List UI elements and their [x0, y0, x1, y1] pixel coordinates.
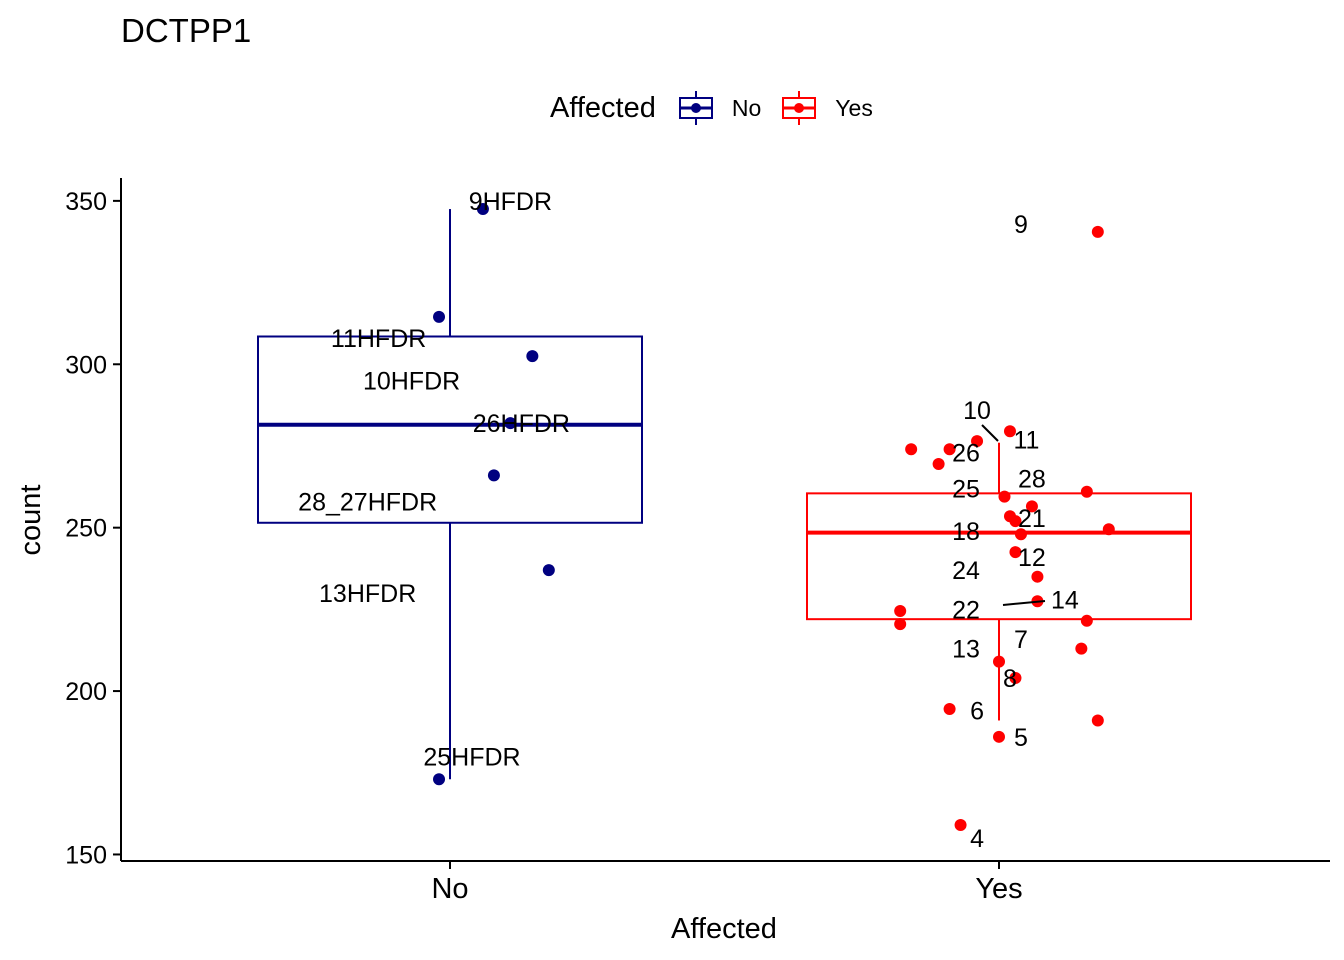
point-label: 10: [963, 397, 991, 425]
y-tick-label: 350: [65, 188, 107, 216]
point-label: 25HFDR: [423, 743, 520, 771]
point-label: 8: [1003, 665, 1017, 693]
point-label: 10HFDR: [363, 368, 460, 396]
x-axis-title: Affected: [671, 913, 777, 945]
data-point: [1080, 485, 1093, 498]
data-point: [905, 443, 918, 456]
data-point: [993, 655, 1005, 668]
point-label: 4: [970, 825, 984, 853]
data-point: [1014, 528, 1027, 541]
data-point: [932, 457, 945, 470]
y-tick-label: 150: [65, 841, 107, 869]
data-point: [476, 203, 489, 216]
chart-title: DCTPP1: [121, 12, 252, 49]
point-label: 5: [1014, 724, 1028, 752]
x-tick-label: No: [431, 873, 468, 905]
data-point: [487, 469, 500, 482]
point-label: 13: [952, 636, 980, 664]
data-point: [1102, 523, 1115, 536]
point-label: 28_27HFDR: [298, 489, 437, 517]
point-label: 11HFDR: [331, 325, 426, 353]
point-label: 11: [1013, 426, 1039, 454]
legend-title: Affected: [550, 91, 656, 124]
label-leader-line: [981, 424, 999, 442]
data-point: [1009, 671, 1022, 684]
point-label: 14: [1051, 587, 1079, 615]
data-point: [542, 564, 555, 577]
y-tick-label: 250: [65, 515, 107, 543]
y-tick-label: 300: [65, 351, 107, 379]
legend-key-no: [678, 91, 713, 125]
data-point: [894, 618, 907, 631]
data-point: [433, 310, 446, 323]
data-point: [504, 417, 517, 430]
point-label: 28: [1018, 466, 1046, 494]
point-label: 26HFDR: [473, 410, 570, 438]
label-leader-line: [1002, 600, 1046, 606]
legend-item-yes: Yes: [779, 88, 873, 128]
legend-label-no: No: [731, 94, 762, 121]
data-point: [1031, 570, 1044, 583]
point-label: 12: [1018, 544, 1046, 572]
point-label: 21: [1018, 505, 1046, 533]
point-label: 6: [970, 698, 984, 726]
point-label: 9: [1014, 211, 1028, 239]
point-label: 18: [952, 518, 980, 546]
point-label: 22: [952, 596, 980, 624]
data-point: [526, 350, 539, 363]
data-point: [894, 605, 907, 618]
legend: Affected No Yes: [550, 86, 891, 130]
box-no: [257, 335, 643, 524]
legend-item-no: No: [676, 88, 761, 128]
plot-area: 150 200 250 300 350 No Yes 9HFDR 11HFDR 10HFDR 26H…: [65, 178, 1330, 905]
point-label: 26: [952, 440, 980, 468]
data-point: [1009, 515, 1022, 528]
data-point: [1075, 642, 1088, 655]
data-point: [971, 435, 984, 448]
x-tick-label: Yes: [975, 873, 1022, 905]
y-axis-title: count: [15, 485, 47, 556]
data-point: [1003, 425, 1016, 438]
data-point: [1025, 500, 1038, 513]
point-label: 9HFDR: [469, 188, 552, 216]
data-point: [433, 773, 446, 786]
data-point: [1091, 225, 1104, 238]
y-tick-label: 200: [65, 678, 107, 706]
data-point: [943, 443, 956, 456]
point-label: 24: [952, 557, 980, 585]
legend-label-yes: Yes: [835, 94, 873, 121]
data-point: [998, 490, 1011, 503]
data-point: [993, 730, 1005, 743]
point-label: 13HFDR: [319, 580, 416, 608]
data-point: [1080, 614, 1093, 627]
data-point: [1091, 714, 1104, 727]
legend-key-yes: [782, 91, 817, 125]
data-point: [1009, 546, 1022, 559]
data-point: [954, 819, 967, 832]
box-yes: [806, 492, 1192, 621]
data-point: [943, 703, 956, 716]
point-label: 25: [952, 475, 980, 503]
point-label: 7: [1014, 626, 1028, 654]
